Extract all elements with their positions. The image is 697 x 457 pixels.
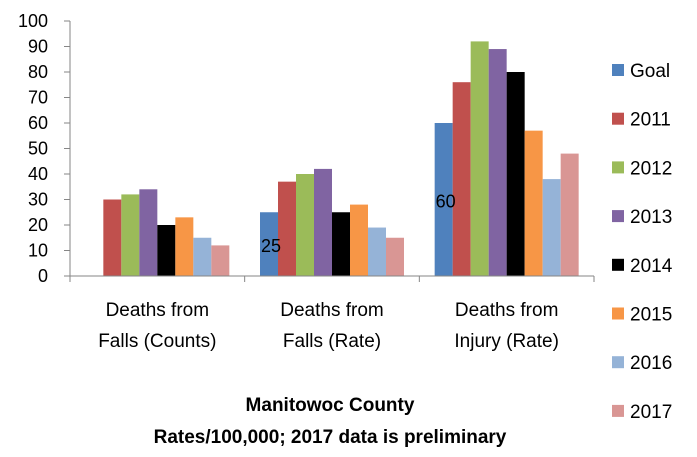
- bar-2017-2: [560, 153, 579, 276]
- bar-2015-1: [350, 204, 368, 276]
- legend-label-2014: 2014: [630, 256, 673, 277]
- bar-goal-1: [260, 212, 278, 276]
- legend-label-2017: 2017: [630, 402, 672, 423]
- bar-2013-1: [314, 168, 332, 276]
- bar-2012-0: [121, 194, 140, 276]
- legend-swatch-2016: [612, 356, 624, 369]
- legend-swatch-goal: [612, 64, 624, 76]
- data-label-goal-2: 60: [436, 192, 456, 212]
- y-tick-label-20: 20: [28, 215, 48, 235]
- x-category-label-0-line-1: Deaths from: [106, 300, 209, 321]
- chart-title-line-1: Manitowoc County: [246, 395, 415, 416]
- legend-swatch-2013: [612, 210, 624, 223]
- chart-title-line-2: Rates/100,000; 2017 data is preliminary: [154, 427, 507, 448]
- legend: Goal 2011 2012 2013 2014 2015 2016 2017: [612, 61, 673, 423]
- x-category-label-1-line-1: Deaths from: [280, 300, 383, 321]
- y-tick-label-50: 50: [28, 139, 48, 159]
- y-tick-label-60: 60: [28, 113, 48, 133]
- legend-swatch-2015: [612, 307, 624, 320]
- bar-2011-2: [452, 82, 471, 276]
- bar-2016-1: [368, 227, 386, 276]
- legend-label-2012: 2012: [630, 158, 672, 179]
- bar-2015-2: [524, 130, 543, 276]
- y-tick-label-30: 30: [28, 190, 48, 210]
- bar-goal-2: [434, 123, 453, 276]
- bar-2011-1: [278, 181, 296, 276]
- legend-label-2016: 2016: [630, 353, 672, 374]
- legend-label-2015: 2015: [630, 305, 672, 326]
- legend-label-2013: 2013: [630, 207, 672, 228]
- x-category-label-1-line-2: Falls (Rate): [283, 331, 381, 352]
- legend-swatch-2012: [612, 161, 624, 174]
- x-category-label-0-line-2: Falls (Counts): [98, 331, 216, 352]
- y-tick-label-10: 10: [28, 241, 48, 261]
- bar-2016-2: [542, 179, 561, 276]
- y-tick-label-100: 100: [18, 11, 48, 31]
- bar-2014-2: [506, 72, 525, 276]
- bar-2012-2: [470, 41, 489, 277]
- labels-group: 0 10 20 30 40 50 60 70 80 90 100 Deaths from Falls (…: [18, 11, 559, 352]
- bar-2016-0: [193, 237, 212, 276]
- legend-label-2011: 2011: [630, 110, 671, 131]
- bars-group: [103, 41, 579, 277]
- legend-swatch-2011: [612, 112, 624, 125]
- legend-swatch-2014: [612, 258, 624, 271]
- bar-2015-0: [175, 217, 194, 276]
- bar-2014-0: [157, 225, 176, 276]
- bar-2013-2: [488, 49, 507, 276]
- bar-2017-1: [386, 237, 404, 276]
- bar-2011-0: [103, 199, 122, 276]
- bar-2017-0: [211, 245, 230, 276]
- y-tick-label-0: 0: [38, 266, 48, 286]
- y-tick-label-80: 80: [28, 62, 48, 82]
- y-tick-label-90: 90: [28, 37, 48, 57]
- x-category-label-2-line-1: Deaths from: [455, 300, 558, 321]
- data-label-goal-1: 25: [261, 236, 281, 256]
- bar-2012-1: [296, 174, 314, 276]
- y-tick-label-40: 40: [28, 164, 48, 184]
- legend-label-goal: Goal: [630, 61, 670, 82]
- axes-group: [64, 20, 595, 282]
- x-category-label-2-line-2: Injury (Rate): [454, 331, 559, 352]
- bar-2014-1: [332, 212, 350, 276]
- legend-swatch-2017: [612, 404, 624, 417]
- bar-2013-0: [139, 189, 158, 276]
- y-tick-label-70: 70: [28, 88, 48, 108]
